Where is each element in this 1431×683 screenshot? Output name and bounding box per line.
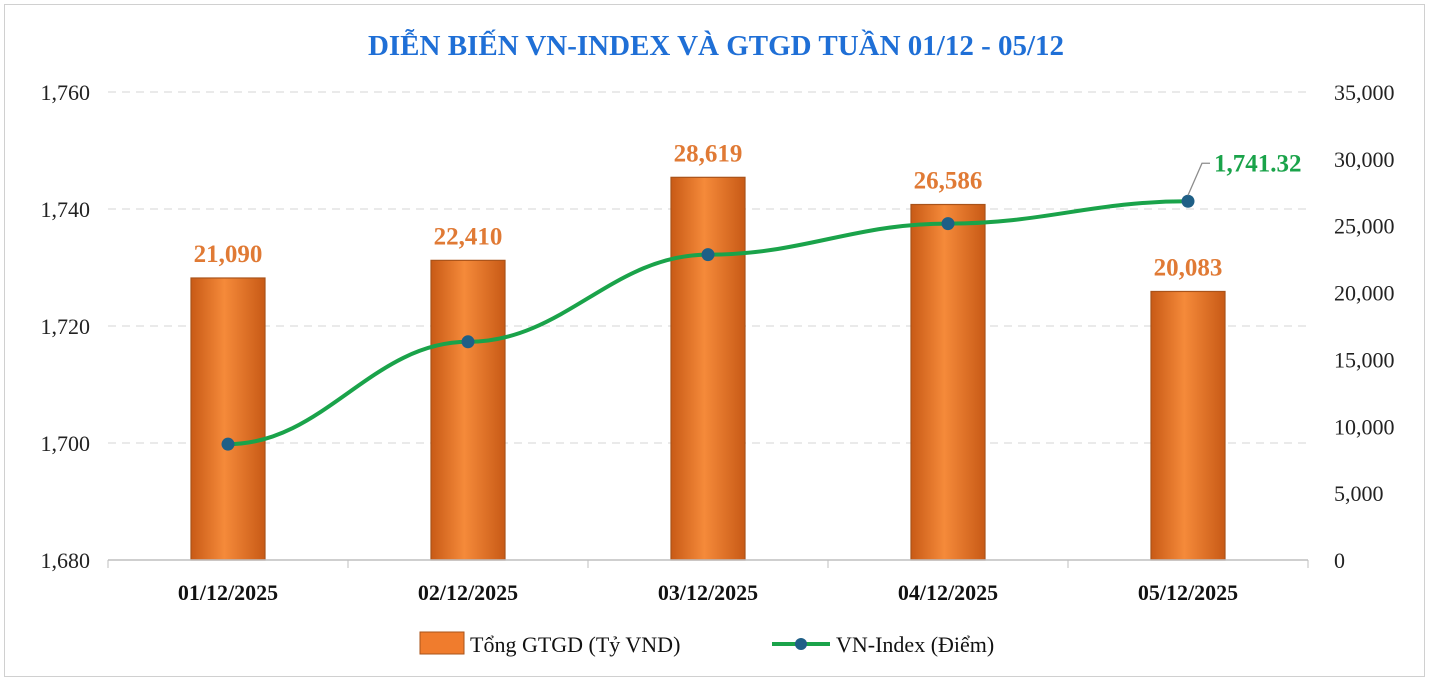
vn-index-point (1181, 194, 1195, 208)
legend-line-marker (795, 638, 807, 650)
bar-value-label: 22,410 (434, 223, 503, 250)
legend-line-label: VN-Index (Điểm) (836, 632, 994, 657)
x-tick-label: 01/12/2025 (178, 580, 278, 605)
legend-bar-label: Tổng GTGD (Tỷ VND) (470, 632, 680, 657)
bar (910, 203, 986, 561)
right-tick-label: 20,000 (1334, 281, 1395, 306)
bar-value-label: 20,083 (1154, 254, 1223, 281)
left-tick-label: 1,680 (41, 548, 91, 573)
right-tick-label: 10,000 (1334, 414, 1395, 439)
bar-value-label: 26,586 (914, 168, 983, 195)
bar-value-label: 28,619 (674, 140, 743, 167)
right-tick-label: 35,000 (1334, 80, 1395, 105)
bar (190, 277, 266, 561)
left-tick-label: 1,740 (41, 197, 91, 222)
vn-index-end-label: 1,741.32 (1214, 150, 1302, 177)
right-tick-label: 25,000 (1334, 214, 1395, 239)
vn-index-point (221, 437, 235, 451)
gridlines (108, 91, 1308, 444)
left-axis: 1,680 1,700 1,720 1,740 1,760 (41, 80, 91, 573)
x-tick-label: 03/12/2025 (658, 580, 758, 605)
vn-index-point (461, 335, 475, 349)
x-axis: 01/12/2025 02/12/2025 03/12/2025 04/12/2025… (107, 559, 1309, 605)
right-tick-label: 0 (1334, 548, 1345, 573)
left-tick-label: 1,760 (41, 80, 91, 105)
right-tick-label: 5,000 (1334, 481, 1384, 506)
bar (430, 259, 506, 561)
bar-series (190, 176, 1226, 561)
left-tick-label: 1,700 (41, 431, 91, 456)
legend-bar-swatch (419, 631, 465, 655)
legend: Tổng GTGD (Tỷ VND) VN-Index (Điểm) (419, 631, 994, 657)
vn-index-line (227, 199, 1189, 447)
x-tick-label: 02/12/2025 (418, 580, 518, 605)
bar-data-labels: 21,090 22,410 28,619 26,586 20,083 (194, 140, 1223, 281)
vn-index-point (701, 248, 715, 262)
bar (670, 176, 746, 561)
vn-index-point (941, 217, 955, 231)
right-tick-label: 30,000 (1334, 147, 1395, 172)
x-tick-label: 04/12/2025 (898, 580, 998, 605)
end-label-leader (1187, 162, 1210, 196)
bar (1150, 290, 1226, 561)
bar-value-label: 21,090 (194, 241, 263, 268)
chart-title: DIỄN BIẾN VN-INDEX VÀ GTGD TUẦN 01/12 - … (368, 28, 1064, 62)
line-series: 1,741.32 (221, 150, 1302, 451)
right-axis: 0 5,000 10,000 15,000 20,000 25,000 30,000 35,0… (1334, 80, 1395, 573)
left-tick-label: 1,720 (41, 314, 91, 339)
x-tick-label: 05/12/2025 (1138, 580, 1238, 605)
right-tick-label: 15,000 (1334, 347, 1395, 372)
